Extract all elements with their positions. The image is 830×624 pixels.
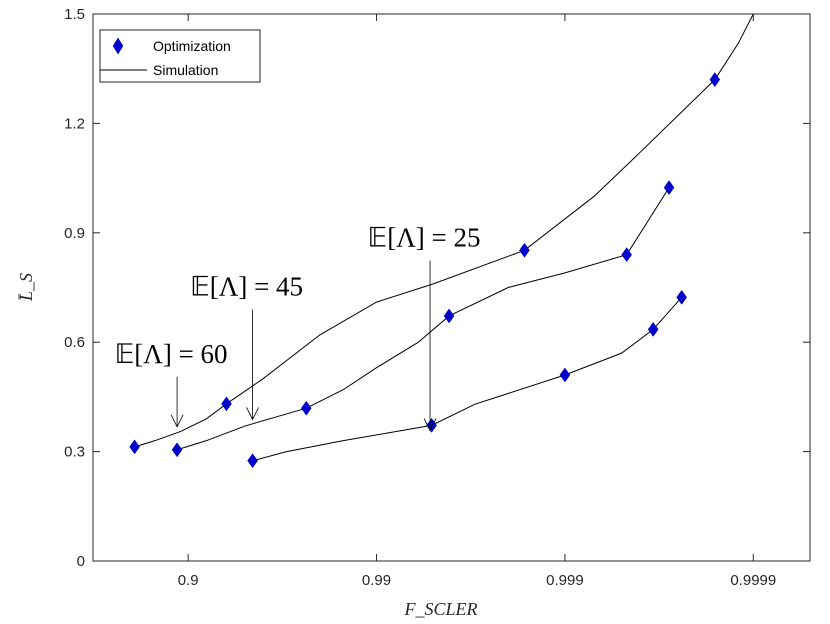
annotation-arrowhead <box>246 407 259 421</box>
plot-frame <box>92 13 811 562</box>
annotation-label: 𝔼[Λ] = 60 <box>115 339 228 369</box>
annotations: 𝔼[Λ] = 60 𝔼[Λ] = 45 𝔼[Λ] = 25 <box>115 222 481 432</box>
annotation-label: 𝔼[Λ] = 45 <box>190 271 303 301</box>
optimization-point <box>647 322 659 337</box>
y-tick-label: 0.6 <box>64 334 85 351</box>
annotation-arrowhead <box>423 418 437 432</box>
y-tick-label: 0.9 <box>64 225 85 242</box>
optimization-point <box>300 400 312 416</box>
optimization-point <box>519 242 530 258</box>
y-tick-label: 0.3 <box>64 444 85 461</box>
simulation-lines <box>134 13 754 462</box>
optimization-point <box>676 289 687 305</box>
x-tick-label: 0.99 <box>362 572 391 589</box>
optimization-point <box>443 308 455 324</box>
annotation-label: 𝔼[Λ] = 25 <box>368 222 481 252</box>
x-tick-label: 0.9 <box>178 572 199 589</box>
plot-area <box>93 14 810 561</box>
legend-marker-optimization <box>112 37 124 55</box>
x-tick-label: 0.999 <box>546 572 584 589</box>
annotation-arrowhead <box>170 414 184 428</box>
optimization-point <box>221 396 232 412</box>
optimization-point <box>709 72 721 88</box>
simulation-line-1 <box>176 187 670 451</box>
y-tick-label: 1.5 <box>64 6 85 23</box>
legend: Optimization Simulation <box>99 29 261 83</box>
optimization-point <box>247 453 258 469</box>
legend-label-simulation: Simulation <box>153 62 218 78</box>
x-axis-label: F_SCLER <box>403 599 477 619</box>
y-tick-label: 0 <box>77 553 85 570</box>
optimization-point <box>171 442 183 458</box>
y-axis-label: L̄_S <box>16 273 36 302</box>
simulation-line-2 <box>252 297 683 462</box>
legend-label-optimization: Optimization <box>153 38 231 54</box>
y-axis-ticks: 0 0.3 0.6 0.9 1.2 1.5 <box>64 6 810 570</box>
optimization-point <box>129 439 140 455</box>
optimization-point <box>621 247 632 263</box>
optimization-point <box>559 367 571 383</box>
x-axis-ticks: 0.9 0.99 0.999 0.9999 <box>178 14 776 589</box>
legend-box <box>99 29 261 83</box>
optimization-point <box>663 180 675 196</box>
x-tick-label: 0.9999 <box>730 572 776 589</box>
y-tick-label: 1.2 <box>64 115 85 132</box>
simulation-line-0 <box>134 13 754 448</box>
